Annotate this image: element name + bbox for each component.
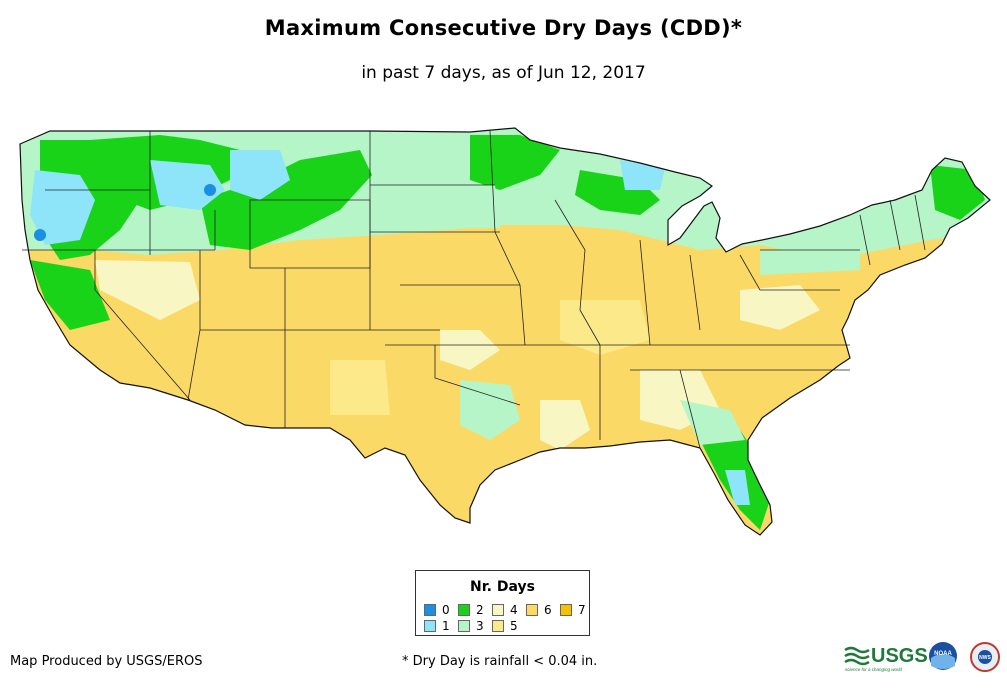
legend-title: Nr. Days [470,579,535,595]
producer-credit: Map Produced by USGS/EROS [10,654,203,669]
legend-label-5: 5 [510,619,518,633]
legend-label-1: 1 [442,619,450,633]
legend-item-3: 3 [458,619,484,633]
legend: Nr. Days 0 1 2 3 4 5 6 7 [415,570,590,636]
legend-label-3: 3 [476,619,484,633]
legend-item-0: 0 [424,603,450,617]
dry-day-footnote: * Dry Day is rainfall < 0.04 in. [402,654,598,669]
legend-swatch-2 [458,604,470,616]
legend-swatch-4 [492,604,504,616]
noaa-logo-text: NOAA [934,651,952,657]
usgs-logo: USGS science for a changing world [844,645,928,672]
state-borders [22,130,926,449]
nws-logo: NWS [970,642,1000,672]
legend-swatch-1 [424,620,436,632]
legend-swatch-5 [492,620,504,632]
legend-item-2: 2 [458,603,484,617]
legend-swatch-7 [560,604,572,616]
legend-item-5: 5 [492,619,518,633]
legend-swatch-6 [526,604,538,616]
legend-label-7: 7 [578,603,586,617]
legend-item-7: 7 [560,603,586,617]
usgs-logo-text: USGS [871,645,928,667]
legend-item-4: 4 [492,603,518,617]
usgs-tagline: science for a changing world [845,667,903,672]
agency-logos: USGS science for a changing world NOAA N… [843,640,1003,680]
map-title: Maximum Consecutive Dry Days (CDD)* [264,16,743,40]
nws-logo-text: NWS [979,655,991,661]
us-dry-days-map [19,127,991,536]
legend-item-6: 6 [526,603,552,617]
legend-item-1: 1 [424,619,450,633]
noaa-logo: NOAA [929,642,957,670]
legend-label-4: 4 [510,603,518,617]
legend-label-0: 0 [442,603,450,617]
legend-label-2: 2 [476,603,484,617]
legend-swatch-3 [458,620,470,632]
map-fill [20,128,990,535]
map-subtitle: in past 7 days, as of Jun 12, 2017 [361,63,646,83]
legend-label-6: 6 [544,603,552,617]
legend-swatch-0 [424,604,436,616]
